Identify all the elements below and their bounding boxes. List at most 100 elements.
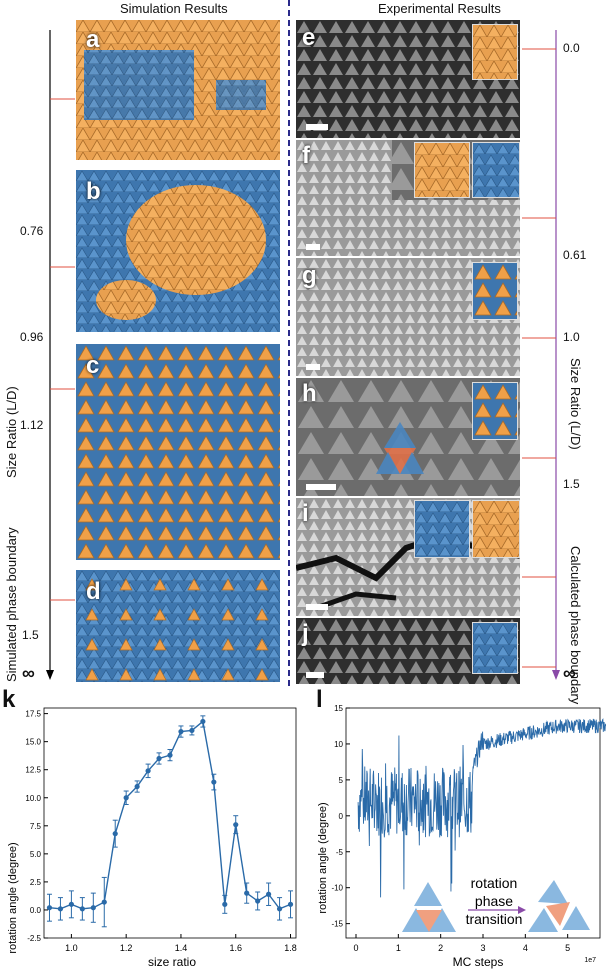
panel-label-e: e [302, 24, 316, 51]
plot-k-point [200, 718, 206, 725]
plot-k-point [46, 905, 53, 911]
inset-orange-i [472, 500, 520, 558]
plot-k: 1.0 1.2 1.4 1.6 1.8 -2.5 0.0 2.5 5.0 7.5 10.0 12.5 1… [7, 707, 297, 969]
scale-bar [306, 484, 336, 490]
panel-label-a: a [86, 26, 100, 53]
plot-k-point [145, 768, 151, 774]
plot-k-xtick-label: 1.4 [175, 943, 188, 953]
plot-k-ytick-label: 2.5 [30, 878, 42, 887]
plot-l-ytick-label: 5 [339, 776, 344, 785]
plot-k-point [276, 906, 283, 912]
plot-k-point [189, 727, 195, 734]
before-triangles-icon [402, 882, 456, 932]
panel-g: g [296, 258, 520, 376]
plot-k-ytick-label: 12.5 [25, 766, 41, 775]
inset-blue-j [472, 622, 518, 674]
panel-label-g: g [302, 262, 317, 289]
plot-k-point [156, 755, 162, 762]
inset-orange-e [472, 24, 518, 80]
plot-k-point [255, 898, 261, 904]
plot-k-point [90, 905, 96, 911]
panel-label-c: c [86, 352, 100, 379]
plot-k-ytick-label: 0.0 [30, 906, 42, 915]
plot-l: 0123456151050-5-10-15 rotation angle (de… [317, 704, 606, 969]
plot-k-xtick-label: 1.0 [65, 943, 78, 953]
after-triangles-icon [528, 880, 590, 932]
plot-k-xtick-label: 1.8 [284, 943, 297, 953]
plot-l-exponent: 1e7 [584, 957, 596, 964]
left-tick-2: 1.12 [20, 418, 44, 432]
scale-bar [306, 604, 328, 610]
plot-l-ytick-label: 10 [334, 740, 343, 749]
left-boundary-label: Simulated phase boundary [4, 527, 19, 682]
inset-orange-f [414, 142, 470, 198]
plot-k-xtick-label: 1.2 [120, 943, 133, 953]
right-tick-3: 1.5 [563, 477, 580, 491]
scale-bar [306, 124, 328, 130]
transition-arrow-head [518, 906, 526, 914]
inset-mix-h [472, 382, 518, 440]
plot-k-point [266, 891, 272, 897]
plot-l-xtick-label: 5 [565, 943, 570, 953]
left-tick-0: 0.76 [20, 224, 44, 238]
panel-i: i [296, 498, 520, 616]
scale-bar [306, 672, 324, 678]
plot-k-ytick-label: -2.5 [27, 934, 41, 943]
plot-k-point [79, 906, 85, 912]
scale-bar [306, 244, 320, 250]
plot-k-ytick-label: 17.5 [25, 710, 41, 719]
annotation-line-1: rotation [471, 875, 518, 891]
plot-k-point [222, 901, 228, 907]
right-boundary-label: Calculated phase boundary [568, 546, 583, 705]
scale-bar [306, 364, 320, 370]
plot-k-point [57, 906, 64, 912]
plot-k-point [123, 795, 129, 801]
panel-label-j: j [302, 620, 309, 647]
plot-k-point [101, 899, 107, 905]
plot-l-ytick-label: 0 [339, 812, 344, 821]
panel-j: j [296, 618, 520, 684]
plot-k-ylabel: rotation angle (degree) [7, 842, 19, 953]
panel-label-f: f [302, 142, 310, 169]
annotation-line-3: transition [466, 911, 523, 927]
annotation-line-2: phase [475, 893, 513, 909]
plot-l-xlabel: MC steps [453, 955, 504, 969]
left-tick-1: 0.96 [20, 330, 44, 344]
plot-k-ytick-label: 10.0 [25, 794, 41, 803]
plot-k-ytick-label: 7.5 [30, 822, 42, 831]
panel-label-i: i [302, 500, 309, 527]
plot-l-frame [345, 707, 601, 939]
panel-label-d: d [86, 578, 101, 605]
panel-a: a [76, 20, 280, 160]
left-axis-arrow [46, 30, 75, 680]
plot-l-ytick-label: 15 [334, 704, 343, 713]
plot-k-xlabel: size ratio [148, 955, 196, 969]
inset-blue-i [414, 500, 470, 558]
panel-label-h: h [302, 380, 317, 407]
right-axis-label: Size Ratio (L/D) [568, 358, 583, 450]
plot-k-point [211, 779, 217, 785]
plot-l-ytick-label: -10 [331, 884, 343, 893]
plot-k-point [178, 728, 184, 735]
simulation-header: Simulation Results [120, 1, 228, 16]
panel-e: e [296, 20, 520, 138]
plot-l-xtick-label: 1 [396, 943, 401, 953]
plot-l-xtick-label: 4 [523, 943, 528, 953]
plot-k-point [112, 831, 118, 837]
plot-k-point [134, 783, 140, 790]
column-divider [288, 0, 290, 690]
plot-k-ytick-label: 5.0 [30, 850, 42, 859]
plot-l-xtick-label: 3 [480, 943, 485, 953]
plot-k-frame [43, 707, 297, 939]
plot-l-trace [357, 718, 606, 898]
experimental-header: Experimental Results [378, 1, 501, 16]
plot-l-ytick-label: -15 [331, 920, 343, 929]
plot-k-point [167, 752, 173, 758]
plot-l-xtick-label: 0 [353, 943, 358, 953]
plot-k-xtick-label: 1.6 [229, 943, 242, 953]
plot-k-point [68, 901, 74, 907]
panel-b: b [76, 170, 280, 332]
right-axis-arrow [522, 30, 560, 680]
plot-k-point [287, 901, 294, 907]
right-tick-0: 0.0 [563, 41, 580, 55]
